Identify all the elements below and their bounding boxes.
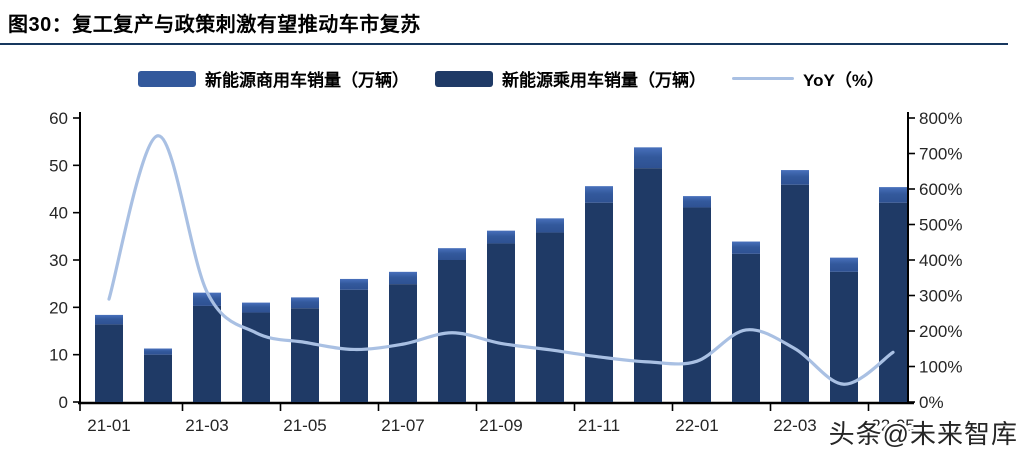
bar-commercial-21-08 (438, 248, 466, 260)
right-axis-tick-label: 500% (919, 216, 962, 235)
bar-passenger-21-03 (193, 305, 221, 402)
bar-passenger-21-12 (634, 168, 662, 402)
bar-passenger-22-03 (781, 184, 809, 402)
x-axis-label: 21-09 (479, 416, 522, 435)
bar-passenger-22-01 (683, 207, 711, 402)
legend-item-1: 新能源乘用车销量（万辆） (435, 66, 706, 91)
left-axis-tick-label: 50 (49, 156, 68, 175)
right-axis-tick-label: 600% (919, 180, 962, 199)
bar-commercial-21-01 (95, 314, 123, 325)
bar-commercial-21-09 (487, 230, 515, 244)
bar-commercial-21-07 (389, 271, 417, 285)
right-axis-tick-label: 0% (919, 393, 944, 412)
left-axis-tick-label: 60 (49, 109, 68, 128)
x-axis-label: 21-01 (87, 416, 130, 435)
bar-passenger-21-05 (291, 308, 319, 402)
bar-commercial-21-11 (585, 186, 613, 203)
bar-commercial-21-10 (536, 218, 564, 233)
bar-passenger-21-11 (585, 202, 613, 402)
x-axis-label: 22-05 (871, 416, 914, 435)
right-axis-tick-label: 200% (919, 322, 962, 341)
yoy-line (107, 134, 895, 386)
bar-passenger-21-10 (536, 232, 564, 402)
bar-commercial-22-01 (683, 196, 711, 208)
title-divider (0, 43, 1008, 45)
bar-passenger-21-04 (242, 312, 270, 402)
left-axis-tick-label: 0 (59, 393, 68, 412)
bar-commercial-22-05 (879, 187, 907, 203)
legend-item-0: 新能源商用车销量（万辆） (138, 66, 409, 91)
bar-passenger-22-05 (879, 202, 907, 402)
x-axis-label: 21-05 (283, 416, 326, 435)
figure-title: 图30：复工复产与政策刺激有望推动车市复苏 (8, 14, 421, 36)
bar-commercial-22-03 (781, 170, 809, 185)
legend-color-swatch (435, 70, 494, 87)
legend-color-swatch (138, 70, 197, 87)
legend-label: 新能源乘用车销量（万辆） (502, 71, 707, 90)
bar-passenger-21-01 (95, 324, 123, 402)
bar-commercial-21-02 (144, 348, 172, 355)
x-axis-label: 22-01 (675, 416, 718, 435)
bar-commercial-21-12 (634, 147, 662, 169)
x-axis-label: 21-07 (381, 416, 424, 435)
watermark-text: 头条@未来智库 (828, 419, 1018, 449)
x-axis-label: 22-03 (773, 416, 816, 435)
right-axis-tick-label: 400% (919, 251, 962, 270)
bar-commercial-22-04 (830, 257, 858, 272)
left-axis-tick-label: 30 (49, 251, 68, 270)
right-axis-tick-label: 800% (919, 109, 962, 128)
legend-label: 新能源商用车销量（万辆） (205, 71, 410, 90)
legend-item-2: YoY（%） (732, 66, 884, 91)
bar-commercial-22-02 (732, 241, 760, 254)
legend-line-sample (732, 77, 795, 80)
bar-commercial-21-04 (242, 302, 270, 313)
left-axis-tick-label: 40 (49, 204, 68, 223)
bar-passenger-21-09 (487, 243, 515, 402)
left-axis-tick-label: 20 (49, 298, 68, 317)
legend-label: YoY（%） (803, 71, 884, 90)
bar-commercial-21-06 (340, 278, 368, 290)
left-axis-tick-label: 10 (49, 346, 68, 365)
x-axis-label: 21-11 (578, 416, 620, 435)
bar-commercial-21-05 (291, 297, 319, 309)
bar-passenger-21-02 (144, 354, 172, 402)
right-axis-tick-label: 700% (919, 145, 962, 164)
x-axis-label: 21-03 (185, 416, 228, 435)
bar-passenger-22-02 (732, 253, 760, 402)
chart-legend: 新能源商用车销量（万辆） 新能源乘用车销量（万辆） YoY（%） (0, 66, 1022, 91)
right-axis-tick-label: 100% (919, 358, 962, 377)
right-axis-tick-label: 300% (919, 287, 962, 306)
bar-passenger-21-06 (340, 289, 368, 402)
bar-passenger-21-08 (438, 260, 466, 402)
